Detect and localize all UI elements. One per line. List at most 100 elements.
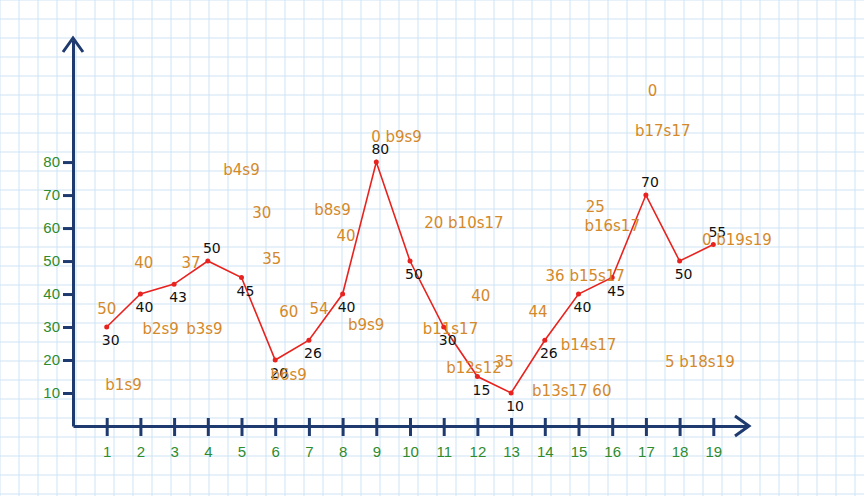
y-tick: 30 xyxy=(43,318,75,335)
y-tick-label: 40 xyxy=(43,285,60,302)
annotation: 0 xyxy=(648,82,658,100)
x-tick-label: 16 xyxy=(604,443,621,460)
x-tick: 2 xyxy=(137,418,145,460)
annotation: b2s9 xyxy=(142,320,178,338)
y-tick-mark xyxy=(63,392,75,395)
data-label: 26 xyxy=(304,345,322,361)
y-tick-mark xyxy=(63,359,75,362)
x-tick-mark xyxy=(510,418,513,436)
x-tick-mark xyxy=(578,418,581,436)
x-tick: 14 xyxy=(537,418,554,460)
x-tick: 11 xyxy=(436,418,452,460)
x-tick-mark xyxy=(544,418,547,436)
annotation: b16s17 xyxy=(584,217,640,235)
x-tick: 5 xyxy=(238,418,246,460)
x-tick-label: 4 xyxy=(204,443,212,460)
paper-line xyxy=(285,0,286,496)
paper-line xyxy=(665,0,666,496)
paper-line xyxy=(190,0,191,496)
data-label: 40 xyxy=(338,299,356,315)
paper-line xyxy=(456,0,457,496)
data-label: 50 xyxy=(675,266,693,282)
paper-line xyxy=(418,0,419,496)
data-labels: 30404350452026408050301510264045705055 xyxy=(102,141,726,414)
paper-line xyxy=(627,0,628,496)
point xyxy=(374,160,379,165)
paper-line xyxy=(0,38,864,39)
paper-line xyxy=(0,437,864,438)
x-tick-label: 13 xyxy=(503,443,520,460)
x-tick-mark xyxy=(241,418,244,436)
x-tick-label: 6 xyxy=(272,443,280,460)
paper-line xyxy=(0,209,864,210)
x-tick: 16 xyxy=(604,418,621,460)
x-tick-label: 2 xyxy=(137,443,145,460)
y-tick-mark xyxy=(63,227,75,230)
paper-line xyxy=(0,0,864,1)
annotation: b11s17 xyxy=(423,320,479,338)
annotation: 37 xyxy=(181,254,200,272)
paper-line xyxy=(0,190,864,191)
y-tick-label: 60 xyxy=(43,219,60,236)
point xyxy=(306,338,311,343)
paper-line xyxy=(0,114,864,115)
x-arrow xyxy=(735,416,749,436)
x-tick-label: 17 xyxy=(638,443,655,460)
x-tick-label: 9 xyxy=(373,443,381,460)
y-tick-label: 10 xyxy=(43,384,60,401)
data-label: 50 xyxy=(203,240,221,256)
x-tick: 9 xyxy=(373,418,381,460)
annotations: 50b1s940b2s9b3s937b4s930356054b6s9b8s940… xyxy=(97,82,772,400)
y-axis-line xyxy=(72,41,75,427)
x-tick-label: 3 xyxy=(170,443,178,460)
paper-line xyxy=(266,0,267,496)
x-tick-mark xyxy=(308,418,311,436)
annotation: 40 xyxy=(471,287,490,305)
x-tick: 7 xyxy=(305,418,313,460)
x-tick: 18 xyxy=(672,418,689,460)
paper-line xyxy=(513,0,514,496)
annotation: 54 xyxy=(309,300,328,318)
annotation: 40 xyxy=(336,227,355,245)
paper-line xyxy=(836,0,837,496)
point xyxy=(138,292,143,297)
paper-line xyxy=(0,475,864,476)
x-tick-mark xyxy=(375,418,378,436)
point xyxy=(239,275,244,280)
x-tick-mark xyxy=(409,418,412,436)
y-tick-mark xyxy=(63,326,75,329)
annotation: b1s9 xyxy=(105,376,141,394)
x-tick: 13 xyxy=(503,418,520,460)
line xyxy=(107,162,714,393)
paper-line xyxy=(152,0,153,496)
annotation: b4s9 xyxy=(223,161,259,179)
paper-line xyxy=(323,0,324,496)
annotation: 40 xyxy=(134,254,153,272)
x-tick-mark xyxy=(207,418,210,436)
x-tick-label: 10 xyxy=(402,443,419,460)
paper-line xyxy=(0,285,864,286)
paper-line xyxy=(57,0,58,496)
paper-line xyxy=(76,0,77,496)
paper-line xyxy=(608,0,609,496)
paper-line xyxy=(494,0,495,496)
x-tick: 12 xyxy=(470,418,487,460)
paper-line xyxy=(399,0,400,496)
paper-line xyxy=(95,0,96,496)
paper-line xyxy=(0,342,864,343)
x-tick-mark xyxy=(611,418,614,436)
x-tick-mark xyxy=(274,418,277,436)
y-tick: 20 xyxy=(43,351,75,368)
paper-line xyxy=(0,19,864,20)
y-tick-mark xyxy=(63,293,75,296)
paper-line xyxy=(532,0,533,496)
paper-line xyxy=(855,0,856,496)
x-tick: 3 xyxy=(170,418,178,460)
annotation: 5 b18s19 xyxy=(665,353,735,371)
point xyxy=(172,282,177,287)
y-tick: 10 xyxy=(43,384,75,401)
y-arrow xyxy=(63,38,83,52)
x-tick-label: 11 xyxy=(436,443,452,460)
point xyxy=(677,259,682,264)
paper-line xyxy=(0,76,864,77)
